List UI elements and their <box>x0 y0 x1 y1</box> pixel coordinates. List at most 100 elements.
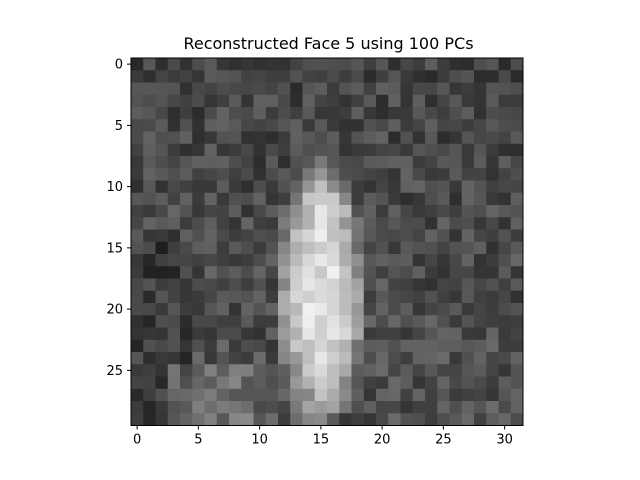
heatmap-cell <box>192 388 205 402</box>
heatmap-cell <box>412 119 426 132</box>
heatmap-cell <box>425 168 438 181</box>
heatmap-cell <box>155 388 169 402</box>
heatmap-cell <box>229 119 242 132</box>
heatmap-cell <box>302 315 316 328</box>
heatmap-cell <box>241 315 254 328</box>
heatmap-cell <box>474 241 487 255</box>
heatmap-cell <box>204 168 218 181</box>
heatmap-cell <box>425 327 438 341</box>
heatmap-cell <box>351 180 365 194</box>
heatmap-cell <box>449 339 463 353</box>
heatmap-cell <box>167 315 181 328</box>
heatmap-cell <box>204 217 218 230</box>
heatmap-cell <box>278 413 291 426</box>
heatmap-cell <box>204 352 218 365</box>
heatmap-cell <box>216 58 230 71</box>
y-tick-label: 20 <box>106 303 123 318</box>
heatmap-cell <box>498 168 512 181</box>
heatmap-cell <box>180 70 193 83</box>
heatmap-cell <box>474 278 487 292</box>
heatmap-cell <box>339 119 352 132</box>
heatmap-cell <box>376 192 389 206</box>
heatmap-cell <box>241 119 254 132</box>
heatmap-cell <box>412 413 426 426</box>
heatmap-cell <box>143 180 156 194</box>
heatmap-cell <box>314 180 328 194</box>
heatmap-cell <box>339 278 352 292</box>
y-axis: 0 5 10 15 20 25 <box>106 58 131 379</box>
heatmap-cell <box>302 327 316 341</box>
heatmap-cell <box>302 119 316 132</box>
heatmap-cell <box>339 143 352 157</box>
heatmap-cell <box>412 401 426 414</box>
heatmap-cell <box>449 205 463 218</box>
heatmap-cell <box>425 205 438 218</box>
heatmap-cell <box>412 229 426 243</box>
heatmap-cell <box>461 388 475 402</box>
heatmap-cell <box>192 156 205 169</box>
heatmap-cell <box>290 107 303 120</box>
heatmap-cell <box>388 266 401 279</box>
heatmap-cell <box>474 70 487 83</box>
heatmap-cell <box>143 254 156 267</box>
heatmap-cell <box>302 339 316 353</box>
heatmap-cell <box>400 327 414 341</box>
heatmap-cell <box>412 388 426 402</box>
heatmap-cell <box>376 327 389 341</box>
heatmap-cell <box>302 107 316 120</box>
heatmap-cell <box>265 388 279 402</box>
heatmap-cell <box>290 119 303 132</box>
heatmap-cell <box>425 180 438 194</box>
heatmap-cell <box>510 364 524 377</box>
heatmap-cell <box>449 327 463 341</box>
heatmap-cell <box>339 94 352 108</box>
heatmap-cell <box>229 217 242 230</box>
heatmap-cell <box>229 352 242 365</box>
heatmap-cell <box>192 229 205 243</box>
heatmap-cell <box>314 339 328 353</box>
heatmap-cell <box>216 376 230 390</box>
heatmap-cell <box>363 339 377 353</box>
heatmap-cell <box>302 388 316 402</box>
heatmap-cell <box>339 266 352 279</box>
heatmap-cell <box>204 364 218 377</box>
heatmap-cell <box>449 143 463 157</box>
heatmap-cell <box>351 327 365 341</box>
heatmap-cell <box>437 168 450 181</box>
heatmap-cell <box>265 107 279 120</box>
heatmap-cell <box>486 217 499 230</box>
heatmap-cell <box>131 119 144 132</box>
heatmap-cell <box>327 290 340 304</box>
heatmap-cell <box>253 364 267 377</box>
heatmap-cell <box>474 205 487 218</box>
heatmap-cell <box>143 217 156 230</box>
heatmap-cell <box>437 156 450 169</box>
heatmap-cell <box>437 266 450 279</box>
heatmap-cell <box>167 241 181 255</box>
heatmap-cell <box>351 339 365 353</box>
heatmap-cell <box>437 254 450 267</box>
heatmap-cell <box>351 168 365 181</box>
heatmap-cell <box>425 352 438 365</box>
heatmap-cell <box>363 388 377 402</box>
heatmap-cell <box>131 315 144 328</box>
heatmap-cell <box>180 94 193 108</box>
heatmap-cell <box>204 254 218 267</box>
heatmap-cell <box>327 94 340 108</box>
heatmap-cell <box>204 94 218 108</box>
heatmap-cell <box>143 131 156 145</box>
heatmap-cell <box>192 315 205 328</box>
heatmap-cell <box>229 339 242 353</box>
heatmap-cell <box>180 168 193 181</box>
heatmap-cell <box>204 58 218 71</box>
heatmap-cell <box>339 131 352 145</box>
heatmap-cell <box>412 327 426 341</box>
heatmap-cell <box>388 229 401 243</box>
heatmap-cell <box>180 339 193 353</box>
heatmap-cell <box>412 156 426 169</box>
heatmap-cell <box>339 156 352 169</box>
heatmap-cell <box>155 339 169 353</box>
heatmap-cell <box>241 376 254 390</box>
heatmap-cell <box>229 156 242 169</box>
heatmap-cell <box>229 241 242 255</box>
